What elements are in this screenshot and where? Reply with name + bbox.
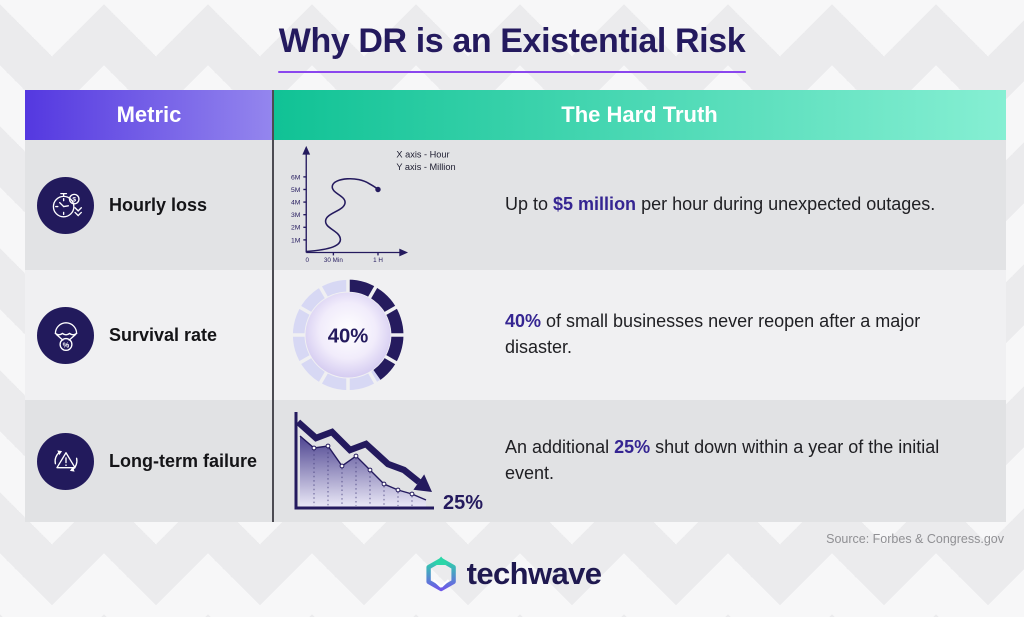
truth-cell-survival-rate: 40% 40% of small businesses never reopen… xyxy=(273,270,1006,400)
metric-label: Survival rate xyxy=(109,324,218,345)
metric-label: Long-term failure xyxy=(109,450,258,471)
table-row: Long-term failure xyxy=(25,400,1006,522)
truth-cell-hourly-loss: 1M 2M 3M 4M 5M 6M 0 30 Min 1 H xyxy=(273,140,1006,270)
clock-dollar-icon: $ xyxy=(37,176,94,234)
metric-label: Hourly loss xyxy=(109,194,208,215)
failure-chart-box: 25% xyxy=(273,406,505,516)
y-tick: 3M xyxy=(291,212,301,219)
highlight-value: 40% xyxy=(505,311,542,332)
area-value-label: 25% xyxy=(443,492,483,514)
axis-legend-x: X axis - Hour xyxy=(396,149,449,159)
warning-cycle-icon xyxy=(37,432,94,490)
metric-column-header: Metric xyxy=(25,90,273,140)
truth-suffix: per hour during unexpected outages. xyxy=(636,194,936,215)
table-header-row: Metric The Hard Truth xyxy=(25,90,1006,140)
truth-text: 40% of small businesses never reopen aft… xyxy=(505,309,985,360)
y-tick: 4M xyxy=(291,200,301,207)
truth-suffix: shut down within a year of the initial e… xyxy=(505,437,940,483)
title-underline xyxy=(278,71,746,73)
techwave-logo-icon xyxy=(426,556,456,592)
table-row: $ Hourly loss xyxy=(25,140,1006,270)
metric-cell-hourly-loss: $ Hourly loss xyxy=(25,140,273,270)
truth-suffix: of small businesses never reopen after a… xyxy=(505,311,921,357)
y-tick: 2M xyxy=(291,225,301,232)
truth-prefix: Up to xyxy=(505,194,554,215)
declining-area-chart: 25% xyxy=(294,412,483,514)
x-tick: 0 xyxy=(305,257,309,264)
y-tick: 1M xyxy=(291,237,301,244)
techwave-logo-text: techwave xyxy=(466,556,602,591)
x-tick: 1 H xyxy=(373,257,383,264)
source-credit: Source: Forbes & Congress.gov xyxy=(826,532,1004,546)
truth-cell-long-term-failure: 25% An additional 25% shut down within a… xyxy=(273,400,1006,522)
highlight-value: 25% xyxy=(614,437,651,458)
metric-table: Metric The Hard Truth xyxy=(25,90,1006,522)
hourly-loss-line-chart: 1M 2M 3M 4M 5M 6M 0 30 Min 1 H xyxy=(291,145,456,264)
highlight-value: $5 million xyxy=(553,194,637,215)
y-tick: 6M xyxy=(291,174,301,181)
hourly-loss-chart-box: 1M 2M 3M 4M 5M 6M 0 30 Min 1 H xyxy=(273,141,505,269)
donut-value-label: 40% xyxy=(328,325,369,347)
axis-legend-y: Y axis - Million xyxy=(396,162,455,172)
column-divider xyxy=(272,90,274,522)
truth-prefix: An additional xyxy=(505,437,615,458)
parachute-percent-icon: % xyxy=(37,306,94,364)
svg-text:$: $ xyxy=(72,197,76,204)
x-tick: 30 Min xyxy=(324,257,343,264)
page-title: Why DR is an Existential Risk xyxy=(278,22,746,60)
svg-text:%: % xyxy=(62,340,69,349)
metric-cell-survival-rate: % Survival rate xyxy=(25,270,273,400)
techwave-logo: techwave xyxy=(423,554,602,594)
truth-text: An additional 25% shut down within a yea… xyxy=(505,435,985,486)
truth-text: Up to $5 million per hour during unexpec… xyxy=(505,192,985,218)
y-tick: 5M xyxy=(291,187,301,194)
table-row: % Survival rate xyxy=(25,270,1006,400)
hard-truth-column-header: The Hard Truth xyxy=(273,90,1006,140)
survival-donut-chart: 40% xyxy=(290,277,406,393)
metric-cell-long-term-failure: Long-term failure xyxy=(25,400,273,522)
survival-rate-chart-box: 40% xyxy=(273,277,505,393)
